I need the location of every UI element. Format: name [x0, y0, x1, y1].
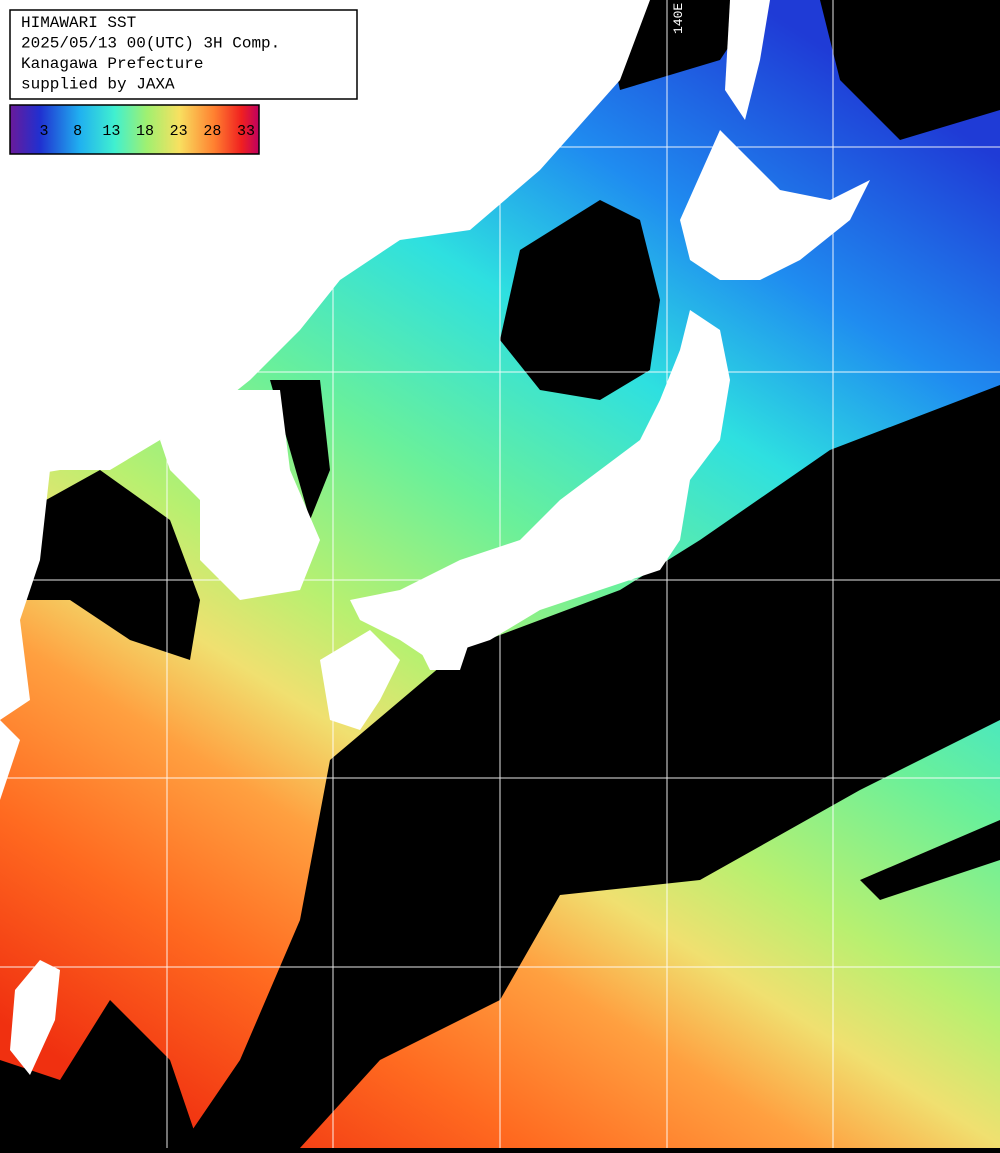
header-line: HIMAWARI SST [21, 14, 136, 32]
header: HIMAWARI SST 2025/05/13 00(UTC) 3H Comp. K… [21, 14, 280, 94]
colorbar-tick-label: 18 [136, 123, 154, 140]
colorbar-tick-label: 28 [203, 123, 221, 140]
colorbar-tick-label: 33 [237, 123, 255, 140]
header-line: Kanagawa Prefecture [21, 55, 203, 73]
header-box [9, 9, 358, 100]
colorbar-tick-label: 3 [39, 123, 48, 140]
header-line: supplied by JAXA [21, 76, 175, 94]
colorbar [9, 104, 260, 155]
colorbar-tick-label: 13 [102, 123, 120, 140]
colorbar-tick-label: 8 [73, 123, 82, 140]
colorbar-tick-label: 23 [170, 123, 188, 140]
lon-label: 140E [671, 3, 686, 34]
header-line: 2025/05/13 00(UTC) 3H Comp. [21, 35, 280, 53]
lat-label: 40N [4, 354, 27, 369]
colorbar-ticks: 3 8 13 18 23 28 33 [39, 123, 255, 140]
